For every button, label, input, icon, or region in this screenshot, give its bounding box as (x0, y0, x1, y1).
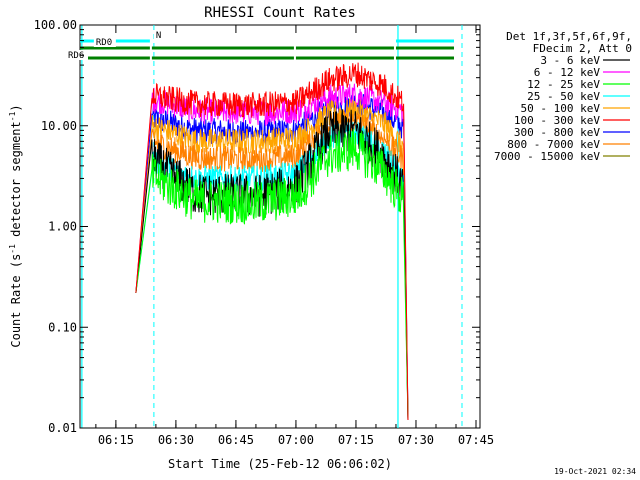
y-axis: 100.00 10.00 1.00 0.10 0.01 (34, 18, 480, 435)
legend: Det 1f,3f,5f,6f,9f, FDecim 2, Att 0 3 - … (494, 30, 632, 163)
legend-label-6: 300 - 800 keV (514, 126, 600, 139)
x-tick-label-1: 06:30 (158, 433, 194, 447)
y-axis-label-sup2: -1 (8, 111, 17, 121)
x-tick-label-0: 06:15 (98, 433, 134, 447)
series-line-4 (135, 98, 409, 421)
flag-label-RD6: RD6 (68, 51, 84, 61)
x-tick-label-6: 07:45 (458, 433, 494, 447)
y-tick-label-0: 100.00 (34, 18, 77, 32)
series-group (135, 62, 409, 421)
flag-bars: N RD0 RD6 (66, 30, 454, 61)
flag-label-bg-N (153, 30, 164, 40)
legend-label-1: 6 - 12 keV (534, 66, 601, 79)
plot-area (79, 24, 481, 429)
plot-frame (79, 24, 481, 429)
y-axis-label-sup: -1 (8, 244, 17, 254)
flag-label-N: N (156, 31, 161, 41)
legend-label-0: 3 - 6 keV (540, 54, 600, 67)
legend-label-3: 25 - 50 keV (527, 90, 600, 103)
y-tick-label-1: 10.00 (41, 119, 77, 133)
series-line-2 (135, 129, 409, 421)
x-tick-label-4: 07:15 (338, 433, 374, 447)
y-axis-label: Count Rate (s-1 detector segment-1) (8, 104, 23, 347)
x-tick-label-3: 07:00 (278, 433, 314, 447)
series-line-5 (135, 62, 409, 421)
y-tick-label-3: 0.10 (48, 320, 77, 334)
flag-label-RD0: RD0 (96, 38, 112, 48)
x-axis: 06:15 06:30 06:45 07:00 07:15 07:30 07:45 (95, 25, 494, 447)
y-axis-label-close: ) (9, 104, 23, 111)
x-tick-label-2: 06:45 (218, 433, 254, 447)
legend-label-7: 800 - 7000 keV (507, 138, 600, 151)
y-tick-label-2: 1.00 (48, 220, 77, 234)
series-line-1 (135, 83, 409, 421)
x-axis-label: Start Time (25-Feb-12 06:06:02) (168, 457, 392, 471)
legend-header-1: Det 1f,3f,5f,6f,9f, (506, 30, 632, 43)
timestamp: 19-Oct-2021 02:34 (554, 467, 636, 476)
legend-label-4: 50 - 100 keV (521, 102, 601, 115)
y-tick-label-4: 0.01 (48, 421, 77, 435)
flag-label-bg-RD6 (66, 50, 88, 60)
series-line-7 (135, 110, 409, 421)
legend-label-5: 100 - 300 keV (514, 114, 600, 127)
legend-header-2: FDecim 2, Att 0 (533, 42, 632, 55)
y-axis-label-tail: detector segment (9, 121, 23, 244)
flag-label-bg-RD0 (93, 37, 116, 47)
legend-label-2: 12 - 25 keV (527, 78, 600, 91)
y-axis-label-main: Count Rate (s (9, 254, 23, 348)
x-tick-label-5: 07:30 (398, 433, 434, 447)
chart-title: RHESSI Count Rates (204, 5, 356, 21)
legend-label-8: 7000 - 15000 keV (494, 150, 600, 163)
